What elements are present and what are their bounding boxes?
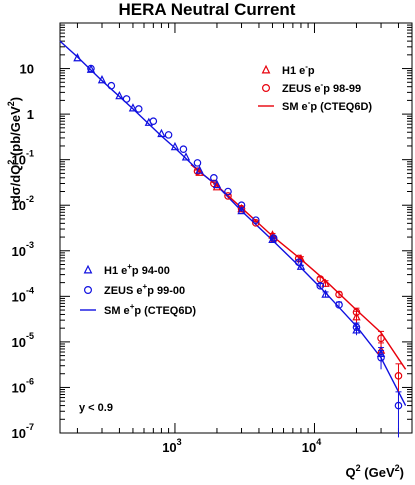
model-curves — [59, 40, 407, 406]
y-axis-ticks — [60, 22, 412, 434]
data-marker — [115, 90, 124, 100]
data-marker — [128, 103, 138, 112]
legend-label: SM e-p (CTEQ6D) — [282, 98, 372, 113]
data-marker — [73, 53, 82, 62]
y-tick-label: 10-5 — [12, 331, 34, 350]
data-marker — [252, 219, 260, 227]
data-marker — [87, 64, 95, 73]
y-tick-label: 10-2 — [12, 194, 34, 213]
data-marker — [252, 216, 260, 224]
data-marker — [224, 192, 232, 200]
data-marker — [157, 128, 166, 138]
data-marker — [149, 117, 158, 125]
legend-lower: H1 e+p 94-00 ZEUS e+p 99-00 SM e+p (CTEQ6D… — [80, 262, 196, 317]
plot-frame — [59, 22, 413, 434]
data-marker — [316, 282, 325, 290]
data-marker — [262, 83, 271, 92]
x-axis-tick-labels: 103 104 — [162, 437, 321, 455]
data-marker — [296, 261, 306, 270]
data-marker — [394, 372, 403, 380]
legend-upper: H1 e-p ZEUS e-p 98-99 SM e-p (CTEQ6D) — [258, 62, 372, 113]
data-marker — [210, 173, 218, 182]
data-marker — [212, 179, 222, 189]
data-marker — [352, 323, 361, 332]
legend-label: ZEUS e+p 99-00 — [104, 282, 185, 297]
x-tick-label: 104 — [302, 437, 321, 455]
y-tick-label: 10-6 — [12, 376, 34, 395]
legend-label: H1 e+p 94-00 — [104, 262, 170, 277]
y-tick-label: 10-3 — [12, 240, 34, 259]
cut-annotation: y < 0.9 — [79, 402, 113, 414]
data-marker — [269, 234, 278, 242]
x-axis-ticks — [76, 23, 413, 433]
data-marker — [193, 167, 202, 175]
data-marker — [122, 95, 131, 103]
data-marker — [377, 334, 385, 343]
data-marker — [83, 264, 93, 274]
legend-label: H1 e-p — [282, 62, 315, 77]
y-tick-label: 10-4 — [12, 285, 34, 304]
y-tick-label: 10-7 — [12, 422, 34, 441]
data-marker — [181, 152, 191, 161]
data-marker — [352, 308, 361, 316]
x-tick-label: 103 — [162, 437, 181, 455]
data-marker — [261, 64, 271, 74]
legend-label: ZEUS e-p 98-99 — [282, 80, 361, 95]
data-marker — [193, 159, 202, 167]
data-marker — [321, 289, 330, 298]
data-marker — [335, 290, 343, 299]
data-marker — [97, 74, 107, 84]
data-marker — [377, 353, 385, 362]
data-marker — [394, 401, 403, 410]
sm-curve — [59, 40, 407, 406]
data-marker — [224, 187, 232, 196]
data-marker — [164, 131, 173, 139]
y-axis-tick-labels: 10 1 10-1 10-2 10-3 10-4 10-5 10-6 10-7 — [12, 62, 34, 441]
data-marker — [107, 81, 116, 90]
data-marker — [170, 141, 180, 151]
data-marker — [237, 205, 246, 215]
y-axis-label: dσ/dQ2 (pb/GeV2) — [6, 97, 23, 203]
data-marker — [352, 312, 361, 321]
y-tick-label: 10-1 — [12, 149, 34, 168]
y-tick-label: 10 — [20, 62, 34, 77]
data-marker — [195, 165, 204, 174]
y-tick-label: 1 — [27, 107, 34, 122]
legend-label: SM e+p (CTEQ6D) — [104, 302, 196, 317]
data-points — [73, 53, 403, 438]
data-marker — [335, 301, 343, 309]
x-axis-label: Q2 (GeV2) — [346, 463, 404, 480]
data-marker — [294, 258, 303, 267]
data-marker — [237, 201, 246, 210]
data-marker — [321, 278, 330, 287]
chart-title: HERA Neutral Current — [119, 0, 296, 19]
data-marker — [179, 145, 188, 153]
data-marker — [134, 105, 143, 113]
data-marker — [83, 286, 92, 295]
